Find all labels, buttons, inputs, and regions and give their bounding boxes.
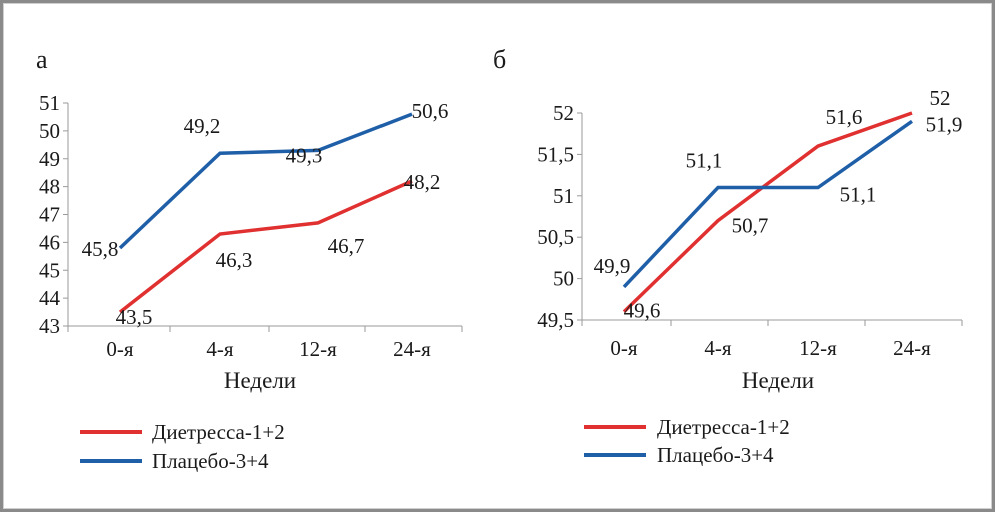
y-tick-label: 50 bbox=[39, 119, 60, 143]
y-tick-label: 47 bbox=[39, 203, 60, 227]
series-line bbox=[622, 111, 913, 313]
x-tick-label: 24-я bbox=[393, 337, 431, 361]
x-axis-title: Недели bbox=[742, 368, 814, 393]
legend-label: Плацебо-3+4 bbox=[657, 443, 774, 467]
y-tick-label: 50 bbox=[553, 267, 574, 291]
x-tick-label: 12-я bbox=[799, 336, 837, 360]
x-tick-label: 0-я bbox=[106, 337, 133, 361]
x-tick-label: 12-я bbox=[299, 337, 337, 361]
data-label: 49,2 bbox=[184, 114, 221, 138]
data-label: 46,7 bbox=[328, 234, 365, 258]
y-tick-label: 51 bbox=[39, 91, 60, 115]
data-label: 48,2 bbox=[404, 170, 441, 194]
x-tick-label: 0-я bbox=[610, 336, 637, 360]
data-label: 50,7 bbox=[732, 214, 769, 238]
y-tick-label: 46 bbox=[39, 230, 60, 254]
data-label: 51,9 bbox=[926, 112, 963, 136]
y-tick-label: 51,5 bbox=[537, 142, 574, 166]
data-label: 46,3 bbox=[216, 248, 253, 272]
x-tick-label: 4-я bbox=[704, 336, 731, 360]
data-label: 45,8 bbox=[82, 237, 119, 261]
x-tick-label: 24-я bbox=[893, 336, 931, 360]
y-tick-label: 49 bbox=[39, 147, 60, 171]
series-line bbox=[118, 179, 413, 314]
data-label: 52 bbox=[930, 86, 951, 110]
legend-label: Диетресса-1+2 bbox=[657, 415, 790, 439]
data-label: 43,5 bbox=[116, 305, 153, 329]
y-tick-label: 49,5 bbox=[537, 308, 574, 332]
y-tick-label: 45 bbox=[39, 258, 60, 282]
x-tick-label: 4-я bbox=[206, 337, 233, 361]
data-label: 51,6 bbox=[826, 105, 863, 129]
data-label: 51,1 bbox=[840, 183, 877, 207]
panel-label: а bbox=[36, 45, 48, 74]
data-label: 49,9 bbox=[594, 254, 631, 278]
y-tick-label: 52 bbox=[553, 101, 574, 125]
data-label: 51,1 bbox=[686, 149, 723, 173]
y-tick-label: 50,5 bbox=[537, 225, 574, 249]
series-line bbox=[118, 112, 413, 250]
legend-label: Плацебо-3+4 bbox=[152, 449, 269, 473]
legend-label: Диетресса-1+2 bbox=[152, 420, 285, 444]
y-tick-label: 48 bbox=[39, 175, 60, 199]
series-line bbox=[622, 119, 914, 289]
data-label: 49,6 bbox=[624, 299, 661, 323]
y-tick-label: 43 bbox=[39, 314, 60, 338]
y-tick-label: 51 bbox=[553, 184, 574, 208]
y-tick-label: 44 bbox=[39, 286, 61, 310]
data-label: 50,6 bbox=[412, 99, 449, 123]
data-label: 49,3 bbox=[286, 143, 323, 167]
panel-label: б bbox=[493, 45, 506, 74]
x-axis-title: Недели bbox=[224, 368, 296, 393]
